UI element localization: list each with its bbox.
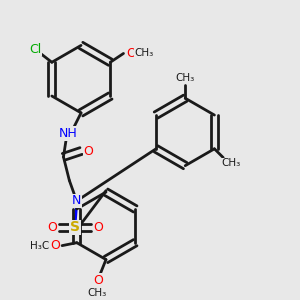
Text: O: O: [47, 221, 57, 234]
Text: CH₃: CH₃: [176, 73, 195, 83]
Text: CH₃: CH₃: [134, 49, 154, 58]
Text: O: O: [83, 145, 93, 158]
Text: O: O: [94, 221, 103, 234]
Text: O: O: [94, 274, 103, 286]
Text: NH: NH: [58, 127, 77, 140]
Text: CH₃: CH₃: [88, 288, 107, 298]
Text: O: O: [126, 47, 136, 60]
Text: H₃C: H₃C: [31, 241, 50, 250]
Text: O: O: [50, 239, 60, 252]
Text: Cl: Cl: [30, 43, 42, 56]
Text: N: N: [72, 194, 81, 207]
Text: S: S: [70, 220, 80, 234]
Text: CH₃: CH₃: [222, 158, 241, 169]
